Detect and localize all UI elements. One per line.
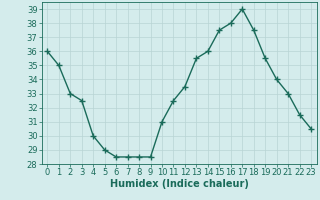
X-axis label: Humidex (Indice chaleur): Humidex (Indice chaleur) — [110, 179, 249, 189]
